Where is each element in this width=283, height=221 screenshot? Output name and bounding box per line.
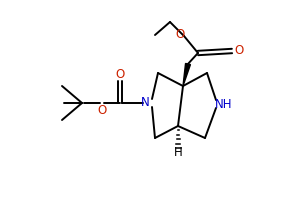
Text: N: N — [141, 97, 149, 109]
Text: O: O — [234, 44, 244, 57]
Polygon shape — [183, 63, 190, 86]
Text: O: O — [115, 67, 125, 80]
Text: H: H — [174, 147, 182, 160]
Text: NH: NH — [215, 97, 233, 110]
Text: O: O — [97, 105, 107, 118]
Text: O: O — [175, 29, 185, 42]
